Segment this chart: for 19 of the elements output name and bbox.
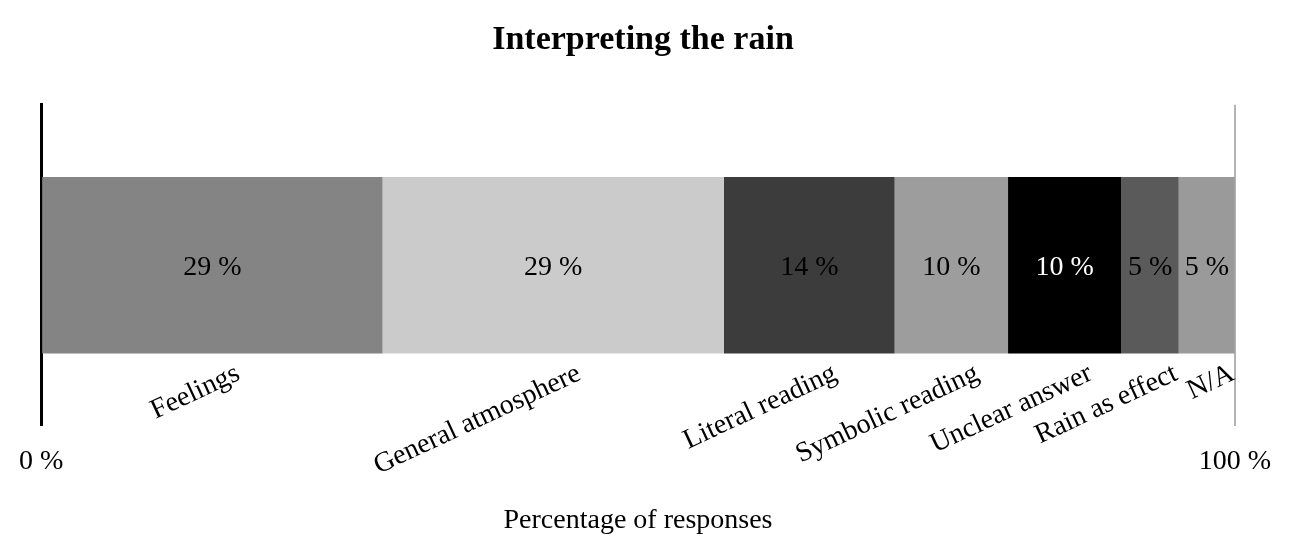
bar — [42, 177, 383, 354]
chart-title: Interpreting the rain — [492, 19, 794, 57]
bar — [1178, 177, 1235, 354]
data-label: 10 % — [922, 249, 981, 281]
x-axis-title: Percentage of responses — [503, 502, 773, 534]
data-label: 10 % — [1035, 249, 1094, 281]
bar — [1121, 177, 1179, 354]
data-label: 14 % — [780, 249, 839, 281]
data-label: 29 % — [524, 249, 583, 281]
text: N/A — [1181, 355, 1240, 405]
bar — [894, 177, 1009, 354]
data-label: 29 % — [183, 249, 242, 281]
x-tick-label: 0 % — [19, 443, 64, 475]
bar — [382, 177, 724, 354]
x-tick-label: 100 % — [1198, 443, 1271, 475]
data-label: 5 % — [1127, 249, 1173, 281]
data-label: 5 % — [1184, 249, 1229, 281]
bar — [1008, 177, 1122, 354]
bar — [723, 177, 895, 354]
